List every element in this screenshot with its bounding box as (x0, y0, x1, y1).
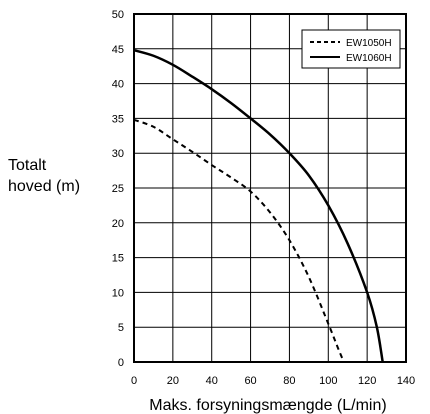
series-line-ew1050h (133, 118, 345, 363)
series-line-ew1060h (133, 48, 384, 363)
y-tick-label: 45 (112, 44, 124, 56)
x-tick-label: 120 (358, 375, 376, 387)
grid-lines (134, 14, 406, 362)
x-tick-labels: 0 20 40 60 80 100 120 140 (131, 375, 415, 387)
x-tick-label: 0 (131, 375, 137, 387)
legend: EW1050H EW1060H (301, 29, 401, 69)
y-tick-label: 5 (118, 322, 124, 334)
y-tick-label: 10 (112, 287, 124, 299)
y-axis-title-line-2: hoved (m) (8, 178, 80, 195)
legend-label-ew1060h: EW1060H (346, 53, 392, 64)
y-tick-label: 40 (112, 79, 124, 91)
y-tick-labels: 0 5 10 15 20 25 30 35 40 45 50 (112, 9, 124, 369)
series-curves (133, 48, 384, 363)
y-tick-label: 0 (118, 357, 124, 369)
y-tick-label: 20 (112, 218, 124, 230)
y-tick-label: 25 (112, 183, 124, 195)
legend-box (301, 29, 401, 69)
x-tick-label: 60 (244, 375, 256, 387)
x-tick-label: 80 (283, 375, 295, 387)
x-tick-label: 140 (397, 375, 415, 387)
x-tick-label: 20 (167, 375, 179, 387)
y-tick-label: 15 (112, 253, 124, 265)
x-tick-label: 100 (319, 375, 337, 387)
y-tick-label: 35 (112, 113, 124, 125)
legend-label-ew1050h: EW1050H (346, 38, 392, 49)
plot-frame (133, 13, 407, 363)
y-tick-label: 30 (112, 148, 124, 160)
y-tick-label: 50 (112, 9, 124, 21)
y-axis-title-line-1: Totalt (8, 157, 47, 174)
x-axis-title: Maks. forsyningsmængde (L/min) (149, 397, 386, 414)
x-tick-label: 40 (206, 375, 218, 387)
